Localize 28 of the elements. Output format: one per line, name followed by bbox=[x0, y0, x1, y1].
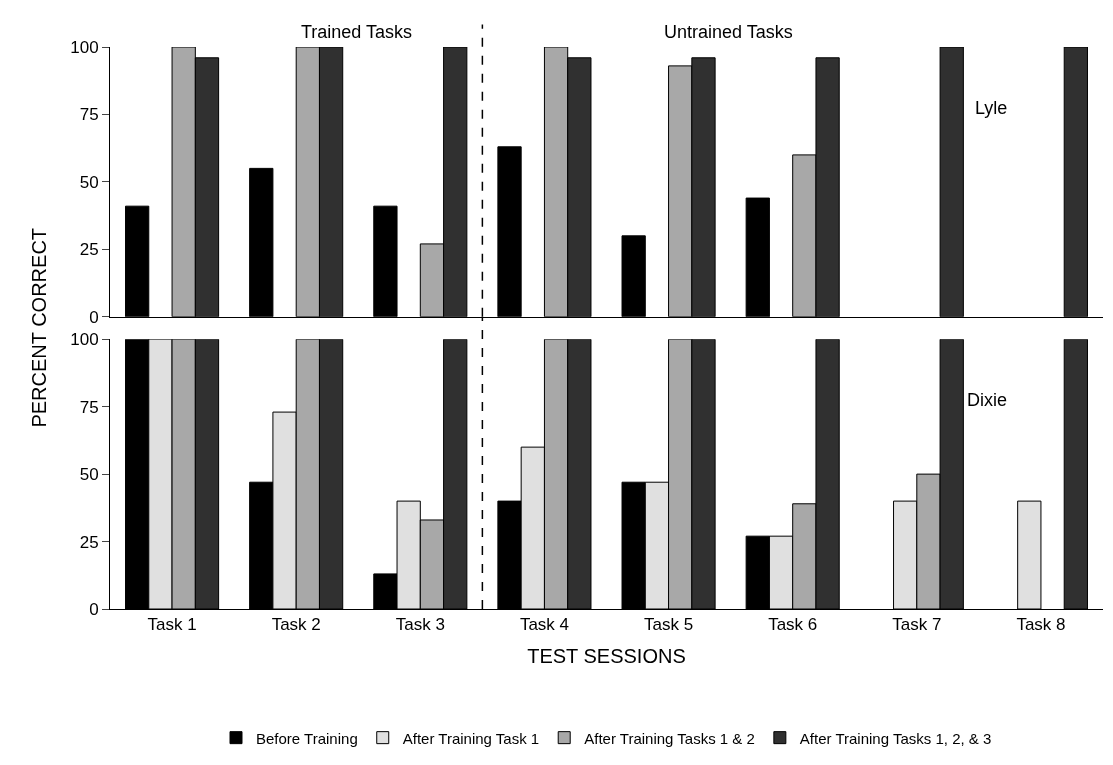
y-tick-label: 50 bbox=[79, 172, 99, 192]
legend-label: After Training Tasks 1, 2, & 3 bbox=[799, 729, 992, 747]
x-tick-label: Task 3 bbox=[395, 615, 445, 635]
x-tick-label: Task 1 bbox=[147, 615, 197, 635]
y-tick-label: 0 bbox=[89, 599, 99, 619]
legend-label: Before Training bbox=[256, 729, 358, 747]
annotation: Lyle bbox=[975, 98, 1008, 118]
y-tick-label: 25 bbox=[79, 532, 99, 552]
y-tick-label: 100 bbox=[70, 330, 99, 350]
x-tick-label: Task 2 bbox=[271, 615, 321, 635]
y-tick-label: 75 bbox=[79, 397, 99, 417]
annotation: Dixie bbox=[967, 390, 1008, 410]
x-tick-label: Task 6 bbox=[768, 615, 818, 635]
y-tick-label: 25 bbox=[79, 240, 99, 260]
x-axis-title: TEST SESSIONS bbox=[527, 644, 686, 667]
y-tick-label: 100 bbox=[70, 37, 99, 57]
text: Untrained Tasks bbox=[664, 22, 793, 42]
y-tick-label: 75 bbox=[79, 105, 99, 125]
y-tick-label: 50 bbox=[79, 465, 99, 485]
legend-label: After Training Task 1 bbox=[402, 729, 540, 747]
x-tick-label: Task 7 bbox=[892, 615, 942, 635]
x-tick-label: Task 8 bbox=[1016, 615, 1066, 635]
y-axis-title: PERCENT CORRECT bbox=[27, 227, 50, 428]
legend-label: After Training Tasks 1 & 2 bbox=[584, 729, 755, 747]
x-tick-label: Task 4 bbox=[519, 615, 570, 635]
x-tick-label: Task 5 bbox=[643, 615, 694, 635]
y-tick-label: 0 bbox=[89, 307, 99, 327]
text: Trained Tasks bbox=[301, 22, 413, 42]
